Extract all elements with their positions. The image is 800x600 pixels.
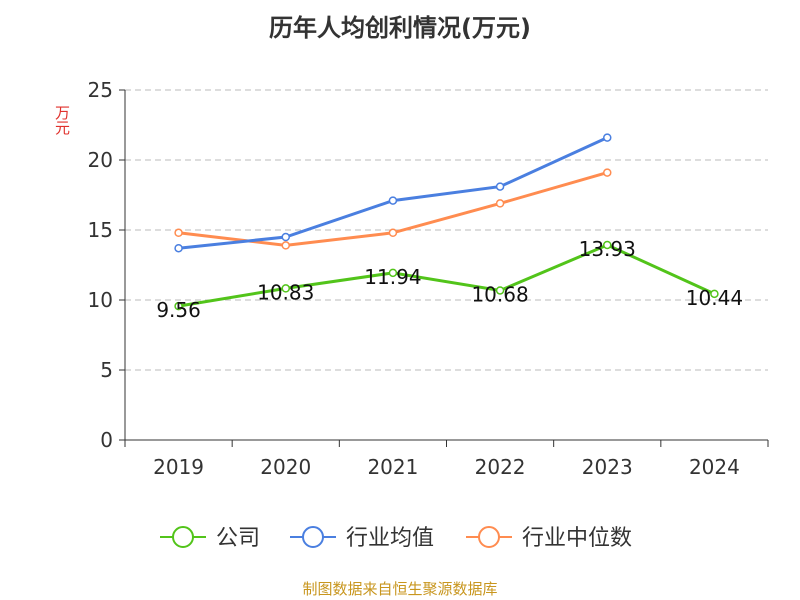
y-tick-label: 10 bbox=[88, 288, 113, 312]
data-point bbox=[174, 228, 183, 238]
data-point bbox=[388, 268, 398, 278]
data-point bbox=[281, 284, 290, 293]
data-point bbox=[174, 243, 183, 253]
x-tick-label: 2023 bbox=[582, 455, 633, 479]
data-label: 11.94 bbox=[364, 265, 421, 289]
x-tick-label: 2022 bbox=[475, 455, 526, 479]
y-tick-label: 5 bbox=[100, 358, 113, 382]
x-tick-label: 2024 bbox=[689, 455, 740, 479]
legend-marker bbox=[302, 526, 324, 548]
y-tick-label: 25 bbox=[88, 78, 113, 102]
data-label: 9.56 bbox=[156, 298, 201, 322]
legend-label: 行业中位数 bbox=[522, 526, 632, 551]
data-point bbox=[495, 286, 505, 295]
legend-marker bbox=[172, 526, 194, 548]
data-label: 10.83 bbox=[257, 280, 314, 304]
data-point bbox=[603, 240, 612, 250]
data-point bbox=[281, 232, 290, 242]
y-tick-label: 15 bbox=[88, 218, 113, 242]
data-point bbox=[495, 199, 505, 208]
data-point bbox=[388, 196, 398, 205]
data-point bbox=[710, 289, 719, 299]
data-point bbox=[174, 301, 183, 311]
legend-marker bbox=[478, 526, 500, 548]
chart-title: 历年人均创利情况(万元) bbox=[269, 14, 531, 42]
data-label: 10.44 bbox=[686, 286, 743, 310]
legend-label: 公司 bbox=[216, 526, 260, 551]
series-line bbox=[178, 243, 716, 308]
data-point bbox=[388, 228, 398, 238]
data-point bbox=[603, 168, 612, 177]
data-point bbox=[603, 133, 612, 142]
x-tick-label: 2020 bbox=[260, 455, 311, 479]
x-tick-label: 2019 bbox=[153, 455, 204, 479]
source-note: 制图数据来自恒生聚源数据库 bbox=[302, 580, 498, 598]
x-tick-label: 2021 bbox=[367, 455, 418, 479]
data-label: 10.68 bbox=[471, 282, 528, 306]
data-label: 13.93 bbox=[579, 237, 636, 261]
data-point bbox=[281, 241, 290, 250]
y-tick-label: 0 bbox=[100, 428, 113, 452]
y-axis-label: 万元 bbox=[53, 105, 71, 135]
legend-label: 行业均值 bbox=[346, 526, 434, 551]
data-point bbox=[495, 182, 505, 191]
y-tick-label: 20 bbox=[88, 148, 113, 172]
